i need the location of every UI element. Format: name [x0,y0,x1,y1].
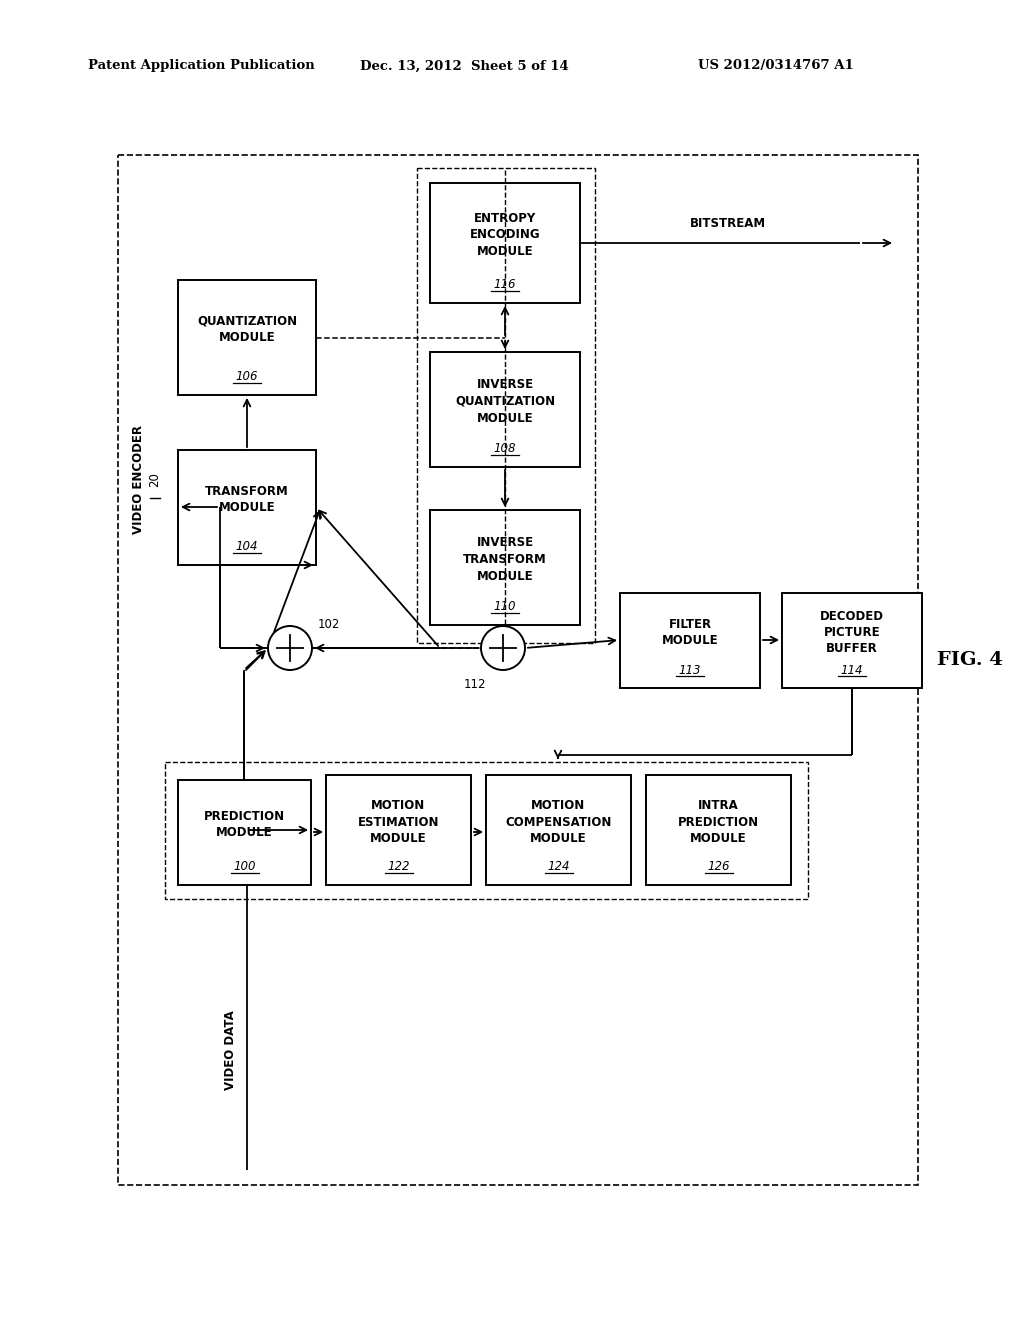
Bar [430,183,580,304]
Text: MOTION
COMPENSATION
MODULE: MOTION COMPENSATION MODULE [505,799,611,845]
Text: DECODED
PICTURE
BUFFER: DECODED PICTURE BUFFER [820,610,884,656]
Text: INTRA
PREDICTION
MODULE: INTRA PREDICTION MODULE [678,799,759,845]
Bar [430,510,580,624]
Text: FILTER
MODULE: FILTER MODULE [662,618,718,647]
Bar [178,450,316,565]
Bar [646,775,791,884]
Text: FIG. 4: FIG. 4 [937,651,1002,669]
Circle shape [268,626,312,671]
Text: 126: 126 [708,861,730,874]
Text: 106: 106 [236,371,258,384]
Text: Dec. 13, 2012  Sheet 5 of 14: Dec. 13, 2012 Sheet 5 of 14 [360,59,568,73]
Bar [178,280,316,395]
Text: BITSTREAM: BITSTREAM [690,216,766,230]
Text: INVERSE
QUANTIZATION
MODULE: INVERSE QUANTIZATION MODULE [455,379,555,425]
Text: INVERSE
TRANSFORM
MODULE: INVERSE TRANSFORM MODULE [463,536,547,582]
Text: QUANTIZATION
MODULE: QUANTIZATION MODULE [197,314,297,345]
Text: 113: 113 [679,664,701,676]
Bar [165,762,808,899]
Text: US 2012/0314767 A1: US 2012/0314767 A1 [698,59,854,73]
Bar [782,593,922,688]
Bar [486,775,631,884]
Text: VIDEO DATA: VIDEO DATA [223,1010,237,1090]
Text: VIDEO ENCODER: VIDEO ENCODER [131,425,144,535]
Text: 110: 110 [494,601,516,614]
Text: 114: 114 [841,664,863,676]
Bar [417,168,595,643]
Text: ENTROPY
ENCODING
MODULE: ENTROPY ENCODING MODULE [470,213,541,257]
Text: 122: 122 [387,861,410,874]
Text: 100: 100 [233,861,256,874]
Bar [430,352,580,467]
Text: 112: 112 [464,678,486,690]
Text: Patent Application Publication: Patent Application Publication [88,59,314,73]
Text: TRANSFORM
MODULE: TRANSFORM MODULE [205,484,289,515]
Bar [178,780,311,884]
Text: 116: 116 [494,279,516,292]
Text: 104: 104 [236,540,258,553]
Text: PREDICTION
MODULE: PREDICTION MODULE [204,809,285,840]
Bar [118,154,918,1185]
Text: 20: 20 [148,473,162,487]
Text: 124: 124 [547,861,569,874]
Text: 102: 102 [318,618,340,631]
Bar [326,775,471,884]
Text: 108: 108 [494,442,516,455]
Text: MOTION
ESTIMATION
MODULE: MOTION ESTIMATION MODULE [357,799,439,845]
Circle shape [481,626,525,671]
Bar [620,593,760,688]
